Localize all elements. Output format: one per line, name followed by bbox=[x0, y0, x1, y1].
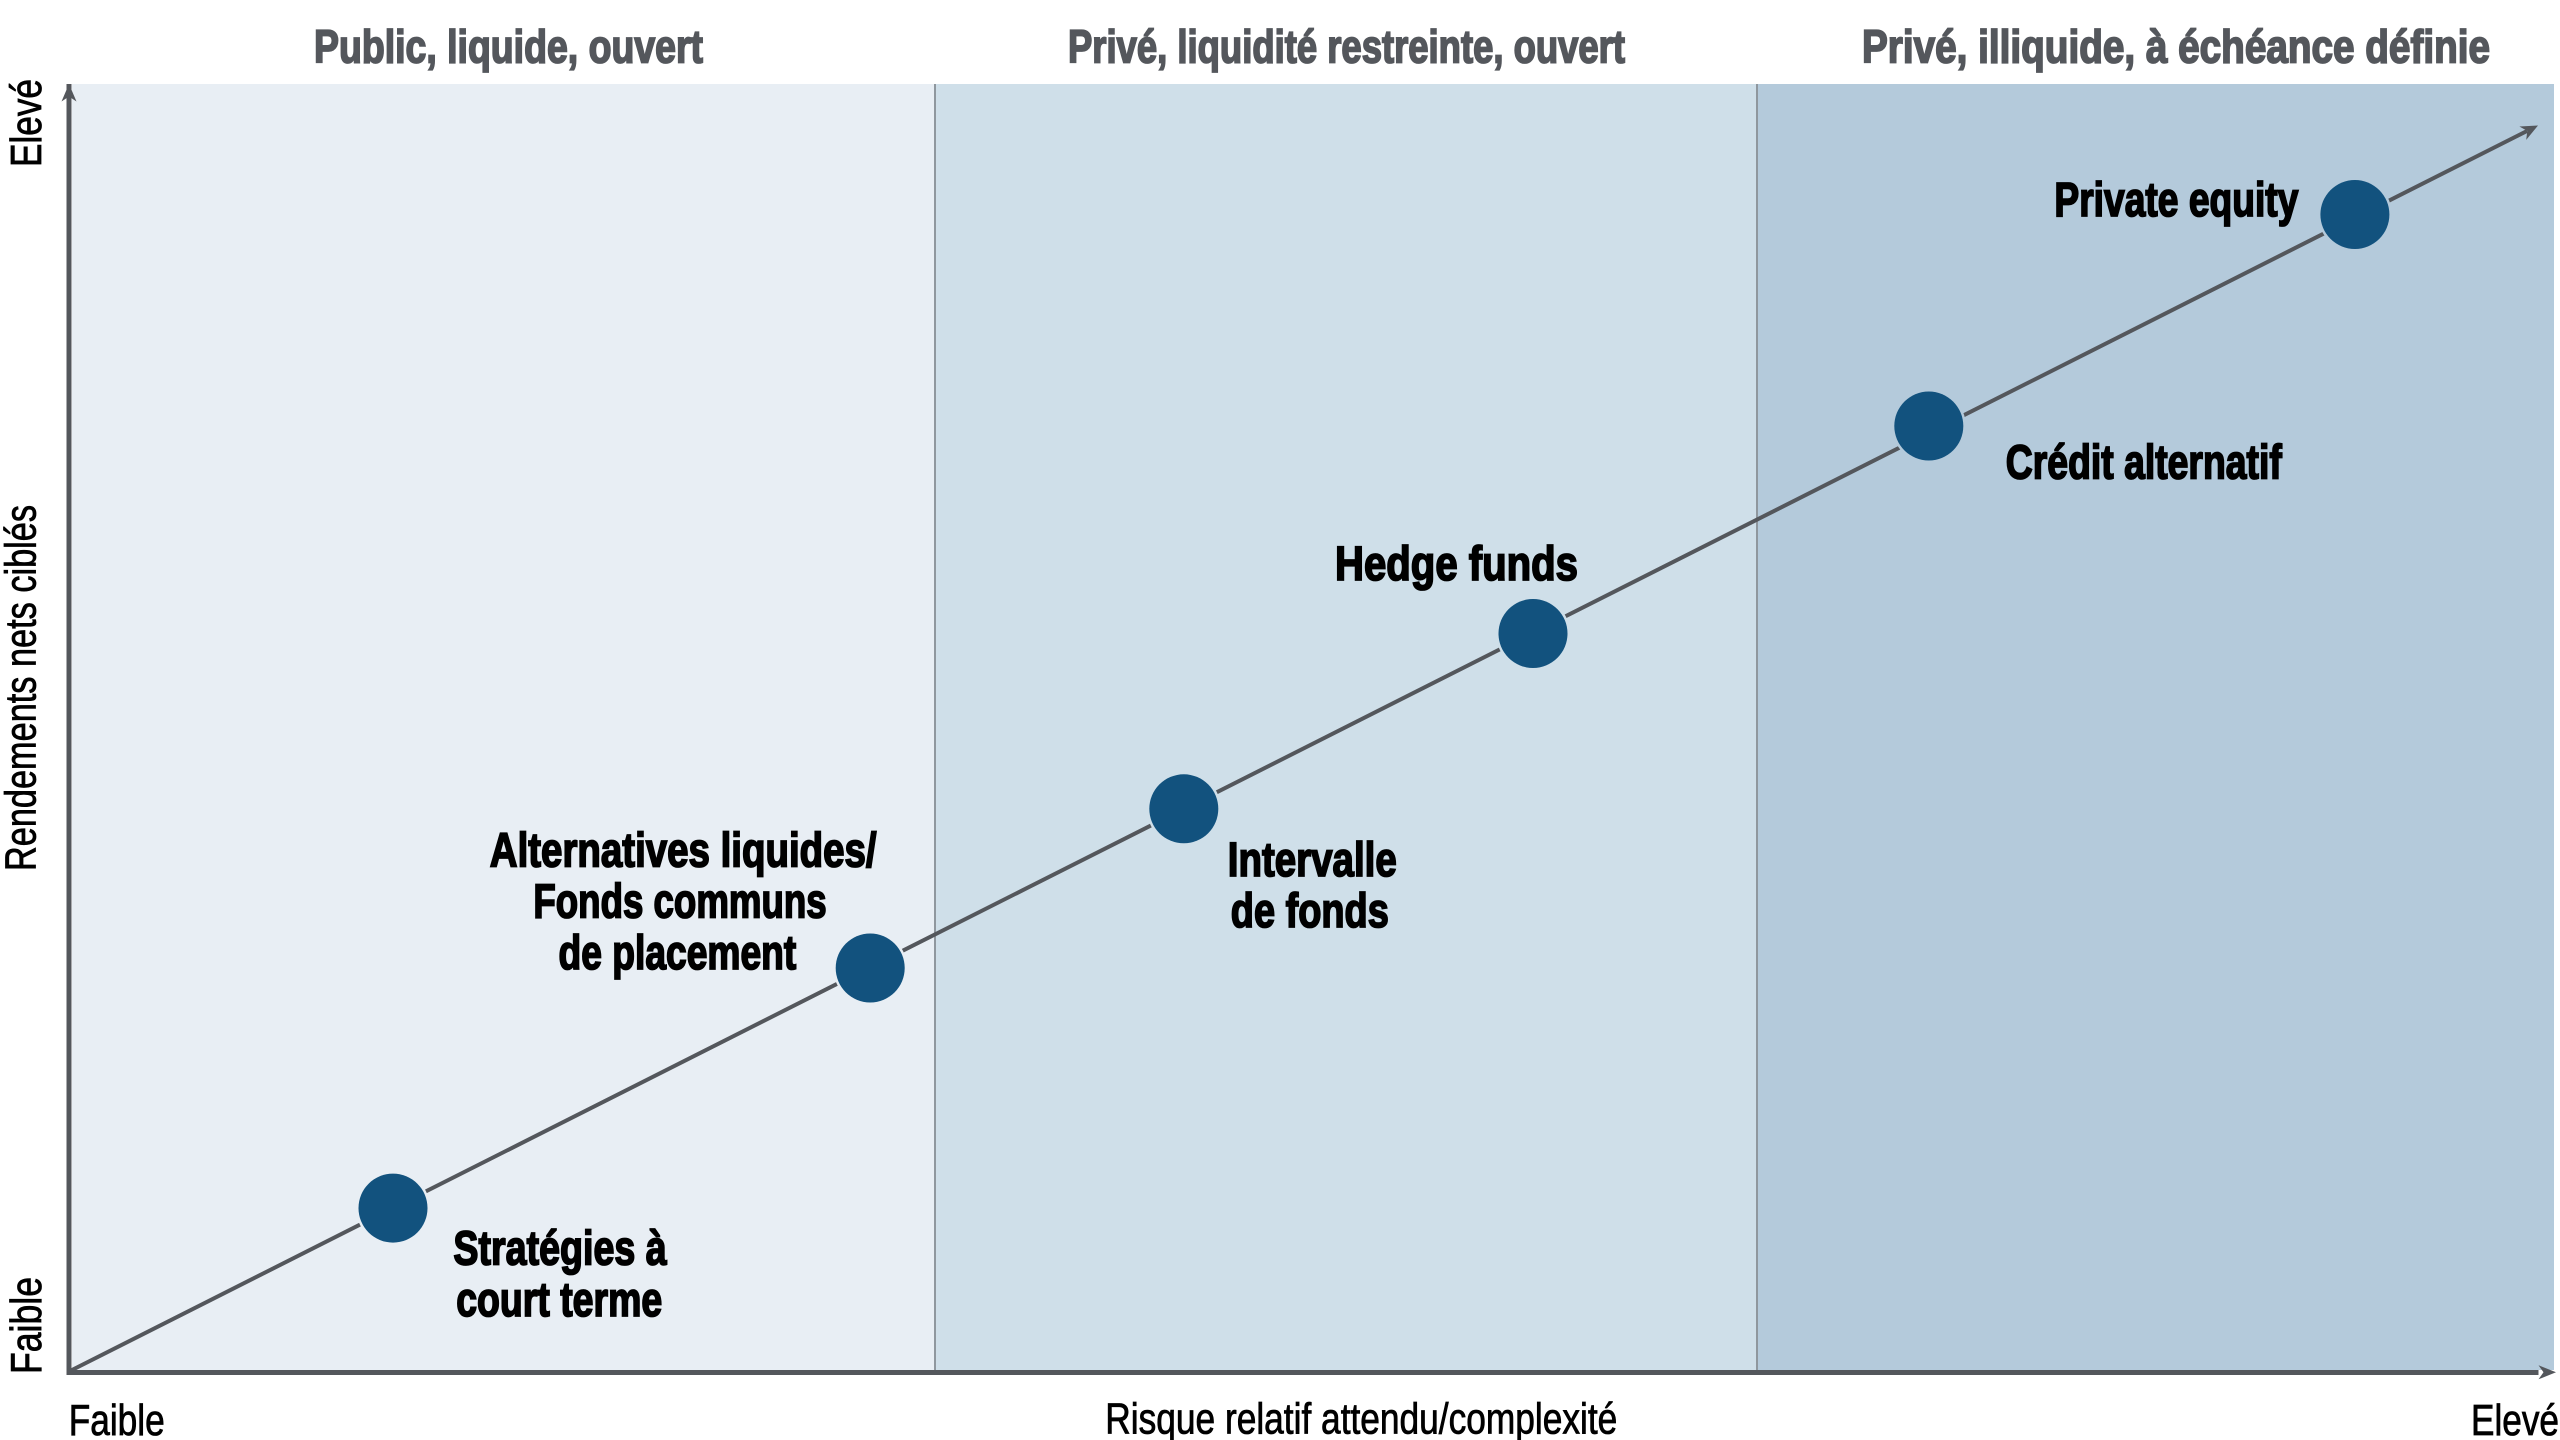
svg-text:Rendements nets ciblés: Rendements nets ciblés bbox=[0, 505, 46, 871]
svg-text:de fonds: de fonds bbox=[1231, 885, 1389, 938]
svg-text:Stratégies à: Stratégies à bbox=[453, 1222, 667, 1275]
svg-text:Privé, liquidité restreinte, o: Privé, liquidité restreinte, ouvert bbox=[1068, 21, 1625, 73]
svg-text:Elevé: Elevé bbox=[2471, 1396, 2559, 1440]
svg-text:Faible: Faible bbox=[2, 1277, 51, 1374]
svg-text:de placement: de placement bbox=[559, 927, 797, 980]
svg-text:Public, liquide, ouvert: Public, liquide, ouvert bbox=[314, 21, 703, 73]
svg-text:court terme: court terme bbox=[456, 1274, 662, 1327]
svg-text:Faible: Faible bbox=[69, 1396, 165, 1440]
svg-text:Crédit alternatif: Crédit alternatif bbox=[2006, 437, 2283, 490]
svg-text:Hedge funds: Hedge funds bbox=[1335, 538, 1578, 591]
svg-text:Alternatives liquides/: Alternatives liquides/ bbox=[490, 824, 877, 877]
svg-text:Intervalle: Intervalle bbox=[1228, 834, 1397, 887]
svg-text:Privé, illiquide, à échéance d: Privé, illiquide, à échéance définie bbox=[1862, 21, 2490, 73]
svg-text:Fonds communs: Fonds communs bbox=[533, 876, 826, 929]
svg-text:Risque relatif attendu/complex: Risque relatif attendu/complexité bbox=[1105, 1395, 1617, 1440]
svg-text:Elevé: Elevé bbox=[2, 79, 51, 167]
svg-text:Private equity: Private equity bbox=[2054, 174, 2298, 227]
